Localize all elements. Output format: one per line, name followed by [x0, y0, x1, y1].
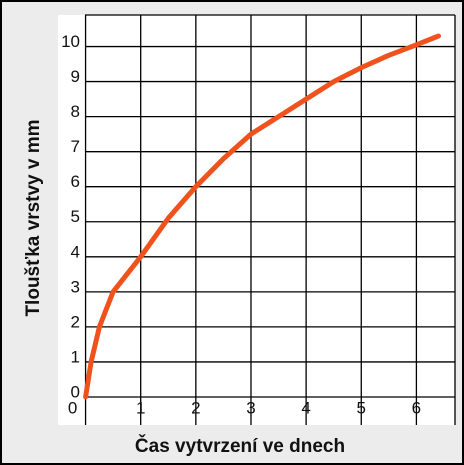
y-tick-label: 5 — [71, 207, 80, 226]
y-tick-label: 1 — [71, 347, 80, 366]
y-tick-label: 10 — [61, 32, 80, 51]
y-tick-label: 9 — [71, 67, 80, 86]
x-tick-label: 5 — [357, 398, 366, 417]
line — [83, 33, 441, 400]
y-tick-label: 8 — [71, 102, 80, 121]
x-tick-label: 3 — [246, 398, 255, 417]
y-tick-label: 6 — [71, 172, 80, 191]
y-axis-label: Tloušťka vrstvy v mm — [23, 119, 44, 316]
plot-area — [58, 15, 455, 425]
x-tick-label: 4 — [301, 398, 310, 417]
y-tick-label: 2 — [71, 312, 80, 331]
x-tick-label: 1 — [136, 398, 145, 417]
x-tick-label: 0 — [68, 398, 77, 417]
y-tick-label: 0 — [71, 382, 80, 401]
x-tick-label: 6 — [412, 398, 421, 417]
y-tick-label: 3 — [71, 277, 80, 296]
x-tick-label: 2 — [191, 398, 200, 417]
x-axis-label: Čas vytvrzení ve dnech — [135, 435, 345, 457]
y-tick-label: 4 — [71, 242, 80, 261]
y-tick-label: 7 — [71, 137, 80, 156]
